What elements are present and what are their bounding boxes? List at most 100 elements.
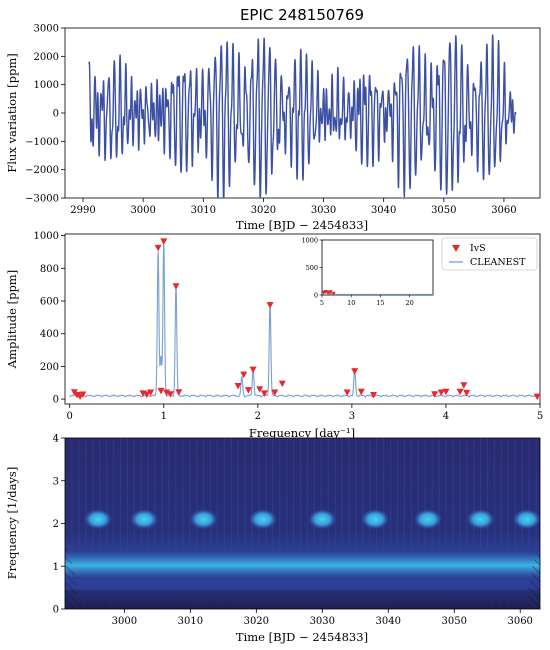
ivs-marker bbox=[260, 390, 268, 397]
ivs-marker bbox=[175, 389, 183, 396]
wavelet-blob bbox=[413, 509, 442, 530]
ivs-marker bbox=[278, 380, 286, 388]
wavelet-panel: 3000 3010 3020 3030 3040 3050 3060 0 1 2 3 4 Time … bbox=[5, 434, 541, 644]
cone-of-influence-left bbox=[65, 545, 77, 609]
x-tick-label: 3040 bbox=[376, 616, 401, 627]
legend-cleanest-label: CLEANEST bbox=[470, 257, 526, 268]
ivs-marker bbox=[157, 387, 165, 395]
inset-ivs-marker bbox=[331, 291, 336, 295]
x-tick-label: 3060 bbox=[507, 616, 532, 627]
inset-x-tick-label: 15 bbox=[376, 299, 384, 307]
x-tick-label: 3050 bbox=[431, 205, 456, 216]
inset-x-ticks: 5 10 15 20 bbox=[320, 295, 414, 307]
periodogram-x-ticks: 0 1 2 3 4 5 bbox=[67, 404, 543, 422]
ivs-marker bbox=[244, 387, 252, 394]
inset-y-tick-label: 0 bbox=[314, 292, 318, 300]
ivs-marker bbox=[143, 391, 151, 399]
x-tick-label: 3040 bbox=[371, 205, 396, 216]
ivs-marker bbox=[266, 302, 274, 309]
wavelet-blob bbox=[361, 509, 390, 530]
x-tick-label: 3000 bbox=[130, 205, 155, 216]
y-tick-label: 2 bbox=[53, 519, 59, 530]
x-tick-label: 3010 bbox=[191, 205, 216, 216]
inset-ivs-series bbox=[322, 289, 336, 295]
wavelet-x-ticks: 3000 3010 3020 3030 3040 3050 3060 bbox=[112, 609, 533, 627]
y-tick-label: −3000 bbox=[25, 194, 59, 205]
periodogram-panel: 0 1 2 3 4 5 0 200 400 600 800 1000 5 10 15 20 0 500 100… bbox=[5, 231, 543, 440]
y-tick-label: 400 bbox=[40, 329, 59, 340]
ivs-marker bbox=[160, 238, 168, 245]
lightcurve-series bbox=[88, 34, 517, 198]
ivs-marker bbox=[73, 392, 81, 399]
ivs-marker bbox=[370, 392, 378, 399]
x-tick-label: 2 bbox=[255, 411, 261, 422]
y-tick-label: 1000 bbox=[34, 231, 59, 242]
ivs-marker bbox=[79, 391, 87, 399]
y-tick-label: 3 bbox=[53, 476, 59, 487]
ivs-marker bbox=[533, 393, 540, 401]
y-tick-label: 800 bbox=[40, 264, 59, 275]
periodogram-y-ticks: 0 200 400 600 800 1000 bbox=[34, 231, 65, 406]
ivs-marker bbox=[351, 368, 359, 375]
periodogram-x-axis-label: Frequency [day⁻¹] bbox=[249, 426, 355, 440]
ivs-marker bbox=[256, 386, 264, 393]
x-tick-label: 1 bbox=[161, 411, 167, 422]
x-tick-label: 3050 bbox=[442, 616, 467, 627]
ivs-marker bbox=[442, 388, 450, 396]
wavelet-blob bbox=[189, 509, 218, 530]
inset-x-tick-label: 20 bbox=[405, 299, 413, 307]
wavelet-y-axis-label: Frequency [1/days] bbox=[5, 467, 19, 580]
y-tick-label: 0 bbox=[53, 109, 59, 120]
inset-frame bbox=[321, 239, 434, 296]
x-tick-label: 3020 bbox=[244, 616, 269, 627]
inset-x-tick-label: 10 bbox=[347, 299, 355, 307]
inset-y-tick-label: 500 bbox=[306, 264, 318, 272]
wavelet-y-ticks: 0 1 2 3 4 bbox=[53, 434, 65, 616]
x-tick-label: 3030 bbox=[311, 205, 336, 216]
wavelet-blob bbox=[466, 509, 495, 530]
y-tick-label: 0 bbox=[53, 605, 59, 616]
ivs-marker bbox=[234, 383, 242, 390]
lightcurve-panel: 2990 3000 3010 3020 3030 3040 3050 3060 −3000 −2… bbox=[5, 24, 541, 232]
wavelet-stripes bbox=[65, 438, 537, 550]
periodogram-y-axis-label: Amplitude [ppm] bbox=[5, 270, 19, 369]
ivs-marker bbox=[271, 389, 279, 397]
x-tick-label: 0 bbox=[67, 411, 73, 422]
wavelet-blob bbox=[308, 509, 337, 530]
figure-title: EPIC 248150769 bbox=[240, 6, 364, 24]
x-tick-label: 5 bbox=[537, 411, 543, 422]
y-tick-label: 4 bbox=[53, 434, 59, 445]
y-tick-label: 600 bbox=[40, 297, 59, 308]
y-tick-label: 1000 bbox=[34, 80, 59, 91]
legend-box bbox=[441, 237, 538, 271]
cleanest-series bbox=[69, 239, 540, 399]
cone-of-influence-bottom bbox=[65, 603, 540, 609]
lightcurve-y-axis-label: Flux variation [ppm] bbox=[5, 53, 19, 172]
wavelet-blob bbox=[130, 509, 159, 530]
wavelet-blob bbox=[248, 509, 277, 530]
wavelet-blobs bbox=[83, 509, 540, 530]
y-tick-label: 0 bbox=[53, 395, 59, 406]
ivs-marker bbox=[456, 388, 464, 396]
ivs-marker bbox=[343, 389, 351, 397]
x-tick-label: 3 bbox=[349, 411, 355, 422]
inset-y-tick-label: 1000 bbox=[301, 237, 318, 245]
x-tick-label: 4 bbox=[443, 411, 449, 422]
ivs-marker bbox=[147, 389, 155, 397]
inset-x-tick-label: 5 bbox=[320, 299, 324, 307]
y-tick-label: −2000 bbox=[25, 165, 59, 176]
legend-ivs-marker bbox=[452, 245, 460, 252]
ivs-marker bbox=[240, 371, 248, 379]
ivs-marker bbox=[431, 391, 439, 398]
ivs-marker bbox=[166, 391, 174, 398]
lightcurve-x-ticks: 2990 3000 3010 3020 3030 3040 3050 3060 bbox=[70, 198, 517, 216]
wavelet-blob bbox=[83, 509, 112, 530]
periodogram-inset: 5 10 15 20 0 500 1000 bbox=[301, 237, 434, 307]
ivs-marker bbox=[163, 389, 171, 397]
wavelet-bands bbox=[65, 551, 540, 590]
x-tick-label: 3060 bbox=[491, 205, 516, 216]
inset-y-ticks: 0 500 1000 bbox=[301, 237, 322, 300]
periodogram-frame bbox=[64, 233, 541, 405]
cone-of-influence-right bbox=[528, 545, 540, 609]
